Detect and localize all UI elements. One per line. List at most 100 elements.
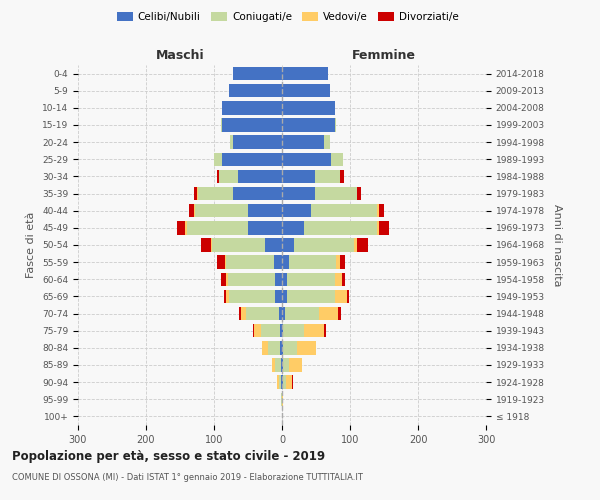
Bar: [282, 204, 379, 218]
Bar: [219, 170, 282, 183]
Bar: [282, 187, 314, 200]
Bar: [226, 256, 282, 269]
Bar: [282, 136, 329, 149]
Bar: [230, 136, 282, 149]
Bar: [282, 136, 324, 149]
Bar: [229, 84, 282, 98]
Bar: [282, 324, 324, 338]
Bar: [185, 221, 282, 234]
Bar: [197, 187, 282, 200]
Bar: [233, 67, 282, 80]
Text: Popolazione per età, sesso e stato civile - 2019: Popolazione per età, sesso e stato civil…: [12, 450, 325, 463]
Bar: [194, 204, 282, 218]
Bar: [282, 67, 328, 80]
Bar: [281, 358, 282, 372]
Bar: [282, 324, 304, 338]
Bar: [274, 256, 282, 269]
Text: Maschi: Maschi: [155, 48, 205, 62]
Bar: [282, 187, 358, 200]
Bar: [282, 341, 297, 354]
Bar: [275, 290, 282, 303]
Bar: [189, 204, 282, 218]
Bar: [282, 238, 294, 252]
Bar: [282, 358, 289, 372]
Bar: [221, 118, 282, 132]
Bar: [282, 136, 329, 149]
Bar: [282, 256, 340, 269]
Bar: [197, 187, 282, 200]
Bar: [272, 358, 282, 372]
Bar: [282, 272, 335, 286]
Bar: [230, 136, 282, 149]
Bar: [282, 136, 329, 149]
Bar: [282, 221, 389, 234]
Bar: [239, 307, 282, 320]
Bar: [233, 67, 282, 80]
Bar: [282, 84, 329, 98]
Bar: [282, 84, 329, 98]
Bar: [233, 136, 282, 149]
Bar: [282, 170, 314, 183]
Bar: [282, 256, 337, 269]
Bar: [277, 376, 282, 389]
Bar: [225, 256, 282, 269]
Bar: [233, 67, 282, 80]
Bar: [224, 290, 282, 303]
Bar: [282, 170, 340, 183]
Bar: [282, 204, 311, 218]
Bar: [282, 170, 344, 183]
Bar: [222, 101, 282, 114]
Bar: [282, 341, 316, 354]
Bar: [212, 238, 282, 252]
Bar: [275, 358, 282, 372]
Bar: [282, 307, 341, 320]
Bar: [282, 376, 286, 389]
Bar: [282, 67, 328, 80]
Bar: [241, 307, 282, 320]
Bar: [282, 324, 326, 338]
Bar: [282, 221, 304, 234]
Bar: [282, 84, 329, 98]
Bar: [278, 307, 282, 320]
Bar: [282, 238, 368, 252]
Bar: [229, 84, 282, 98]
Bar: [282, 358, 302, 372]
Bar: [268, 341, 282, 354]
Bar: [229, 84, 282, 98]
Bar: [222, 101, 282, 114]
Y-axis label: Anni di nascita: Anni di nascita: [551, 204, 562, 286]
Bar: [282, 152, 343, 166]
Bar: [280, 324, 282, 338]
Bar: [201, 238, 282, 252]
Bar: [282, 152, 331, 166]
Bar: [195, 204, 282, 218]
Bar: [248, 204, 282, 218]
Bar: [262, 341, 282, 354]
Bar: [282, 256, 345, 269]
Legend: Celibi/Nubili, Coniugati/e, Vedovi/e, Divorziati/e: Celibi/Nubili, Coniugati/e, Vedovi/e, Di…: [113, 8, 463, 26]
Bar: [282, 272, 287, 286]
Bar: [282, 392, 283, 406]
Bar: [246, 307, 282, 320]
Bar: [226, 272, 282, 286]
Bar: [222, 152, 282, 166]
Bar: [281, 392, 282, 406]
Bar: [233, 187, 282, 200]
Bar: [282, 221, 377, 234]
Bar: [282, 238, 358, 252]
Bar: [219, 170, 282, 183]
Bar: [226, 290, 282, 303]
Bar: [253, 324, 282, 338]
Bar: [272, 358, 282, 372]
Bar: [282, 376, 292, 389]
Bar: [222, 118, 282, 132]
Bar: [282, 101, 335, 114]
Bar: [282, 290, 349, 303]
Bar: [217, 170, 282, 183]
Bar: [282, 238, 354, 252]
Bar: [265, 238, 282, 252]
Bar: [282, 101, 335, 114]
Bar: [229, 84, 282, 98]
Bar: [282, 324, 283, 338]
Bar: [281, 392, 282, 406]
